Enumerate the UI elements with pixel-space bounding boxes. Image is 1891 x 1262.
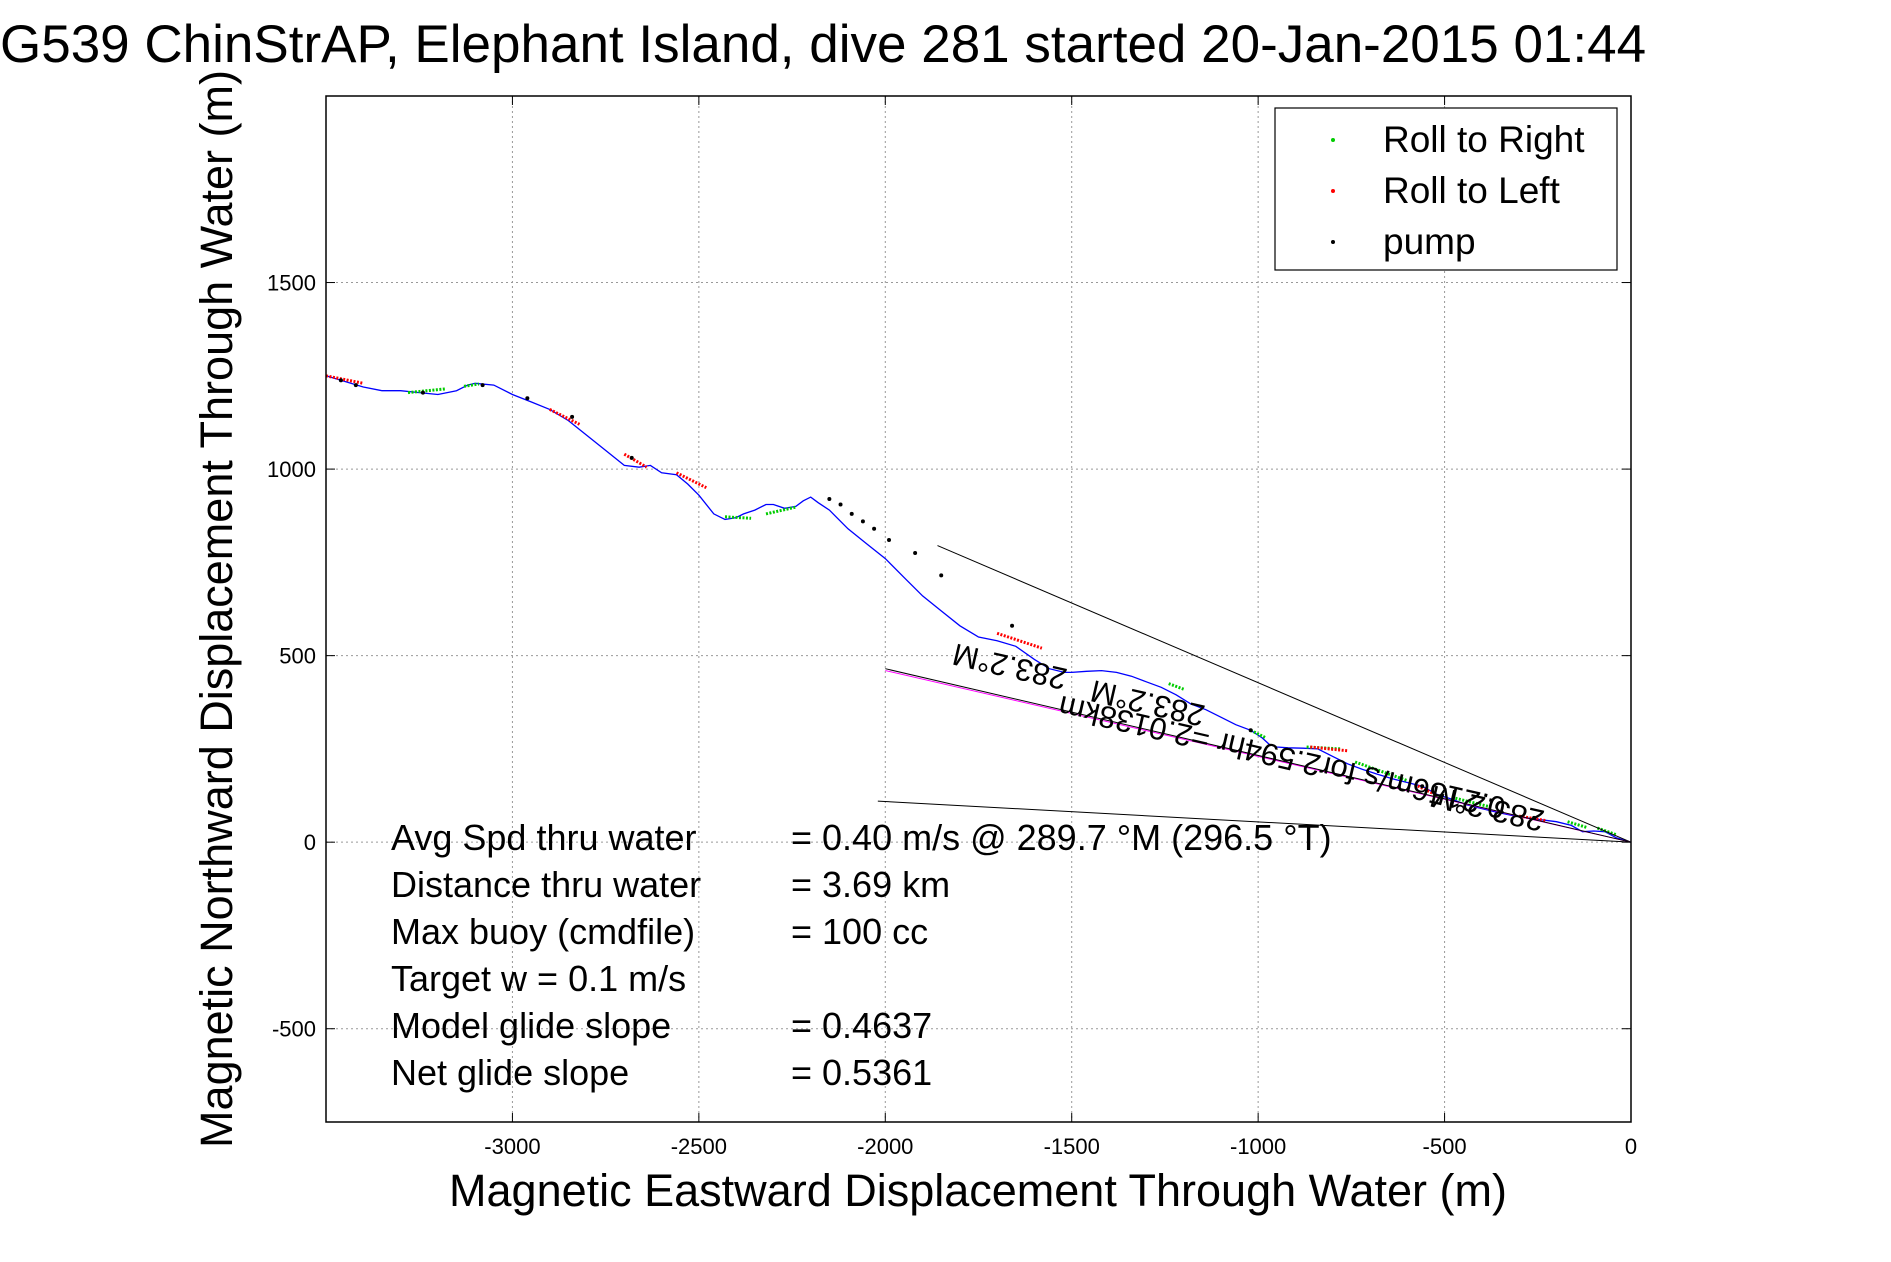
pump-point [629, 455, 634, 460]
y-tick-label: 1500 [267, 271, 316, 296]
x-tick-label: -2000 [857, 1134, 913, 1159]
axis-ticks: -3000 -2500 -2000 -1500 -1000 -500 0 -500 0 500 10… [267, 96, 1637, 1159]
pump-point [838, 502, 843, 507]
stat-value: = 0.40 m/s @ 289.7 °M (296.5 °T) [791, 817, 1332, 858]
pump-point [1010, 623, 1015, 628]
pump-point [872, 526, 877, 531]
pump-point [570, 414, 575, 419]
stat-label: Model glide slope [391, 1005, 671, 1046]
x-tick-label: -1500 [1044, 1134, 1100, 1159]
stat-label: Net glide slope [391, 1052, 629, 1093]
pump-point [860, 519, 865, 524]
x-tick-label: -500 [1423, 1134, 1467, 1159]
legend-marker [1331, 138, 1335, 142]
x-tick-label: -1000 [1230, 1134, 1286, 1159]
x-tick-label: -2500 [671, 1134, 727, 1159]
y-tick-label: 0 [304, 830, 316, 855]
roll-right-points [1250, 728, 1267, 740]
pump-point [420, 390, 425, 395]
roll-right-points [724, 515, 752, 520]
chart-title: G539 ChinStrAP, Elephant Island, dive 28… [0, 15, 1646, 74]
pump-point [827, 496, 832, 501]
legend-label: Roll to Left [1383, 170, 1561, 211]
stats-block: Avg Spd thru water = 0.40 m/s @ 289.7 °M … [391, 817, 1332, 1093]
roll-right-points [1168, 682, 1185, 691]
stat-label: Avg Spd thru water [391, 817, 697, 858]
pump-point [887, 537, 892, 542]
reference-line [937, 545, 1632, 843]
roll-right-points [407, 387, 446, 395]
y-tick-label: -500 [272, 1017, 316, 1042]
y-tick-label: 500 [279, 644, 316, 669]
pump-point [338, 378, 343, 383]
roll-left-points [623, 452, 648, 469]
roll-right-points [1451, 795, 1490, 809]
x-tick-label: -3000 [484, 1134, 540, 1159]
pump-point [1248, 728, 1253, 733]
stat-label: Distance thru water [391, 864, 701, 905]
plot-series [325, 374, 1632, 843]
roll-right-points [765, 505, 797, 516]
roll-right-points [463, 382, 480, 388]
pump-point [939, 573, 944, 578]
y-axis-label: Magnetic Northward Displacement Through … [191, 70, 242, 1148]
pump-point [849, 511, 854, 516]
legend-marker [1331, 189, 1335, 193]
roll-right-points [1354, 760, 1408, 783]
stat-value: = 0.5361 [791, 1052, 932, 1093]
legend: Roll to Right Roll to Left pump [1274, 107, 1618, 271]
roll-left-points [1310, 745, 1348, 753]
reference-line [877, 800, 1632, 843]
roll-right-points [1306, 745, 1341, 751]
stat-value: = 100 cc [791, 911, 928, 952]
stat-value: = 0.4637 [791, 1005, 932, 1046]
roll-left-points [996, 631, 1043, 650]
pump-point [525, 396, 530, 401]
x-tick-label: 0 [1625, 1134, 1637, 1159]
pump-point [913, 551, 918, 556]
reference-lines [877, 545, 1632, 843]
roll-left-points [1414, 783, 1438, 797]
stat-label: Target w = 0.1 m/s [391, 958, 686, 999]
pump-point [480, 383, 485, 388]
y-tick-label: 1000 [267, 457, 316, 482]
roll-left-points [325, 374, 364, 385]
stat-label: Max buoy (cmdfile) [391, 911, 695, 952]
legend-label: pump [1383, 221, 1476, 262]
legend-marker [1331, 240, 1335, 244]
axes-frame [325, 95, 1632, 1123]
legend-label: Roll to Right [1383, 119, 1585, 160]
x-axis-label: Magnetic Eastward Displacement Through W… [449, 1165, 1507, 1216]
stat-value: = 3.69 km [791, 864, 950, 905]
reference-line [885, 668, 1632, 843]
pump-point [353, 383, 358, 388]
pump-point [1420, 784, 1425, 789]
